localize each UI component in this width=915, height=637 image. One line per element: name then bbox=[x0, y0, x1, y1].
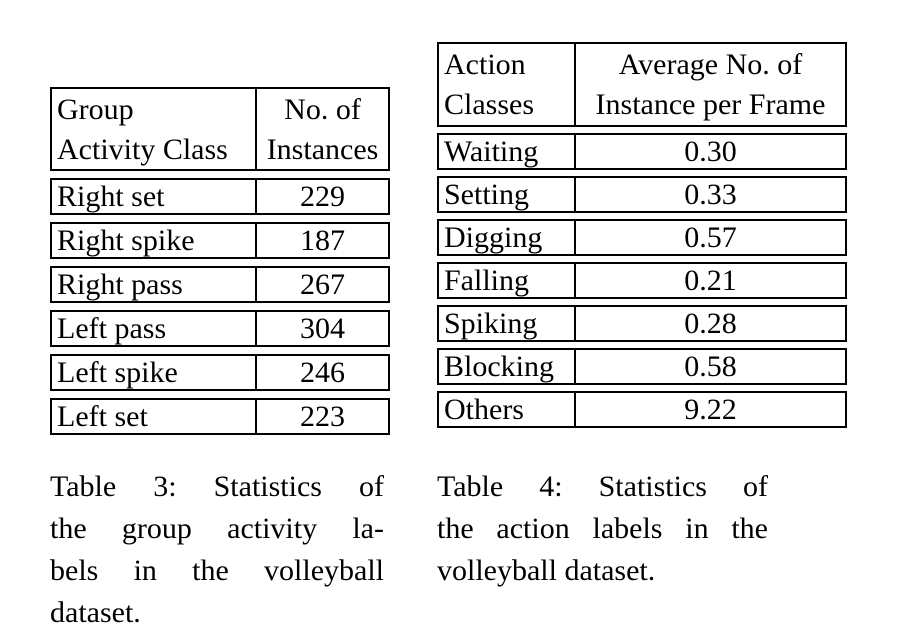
row-value: 304 bbox=[255, 312, 388, 345]
table-row: Right spike 187 bbox=[50, 222, 390, 259]
header-cell-no-of-instances: No. of Instances bbox=[255, 89, 388, 169]
row-label: Right spike bbox=[57, 224, 195, 257]
header-line: Activity Class bbox=[57, 133, 228, 166]
table-row: Digging 0.57 bbox=[437, 219, 847, 256]
table-row: Falling 0.21 bbox=[437, 262, 847, 299]
action-classes-table-header: Action Classes Average No. of Instance p… bbox=[437, 42, 847, 127]
header-cell-average-instance: Average No. of Instance per Frame bbox=[574, 44, 845, 125]
row-value: 229 bbox=[255, 180, 388, 213]
header-cell-group-activity-class: Group Activity Class bbox=[52, 89, 255, 169]
header-line: Action bbox=[444, 48, 526, 81]
row-label: Digging bbox=[444, 221, 543, 254]
table-row: Right set 229 bbox=[50, 178, 390, 215]
table-row: Right pass 267 bbox=[50, 266, 390, 303]
table-row: Spiking 0.28 bbox=[437, 305, 847, 342]
row-value: 0.33 bbox=[574, 178, 845, 211]
caption-line: Table 4: Statistics of bbox=[437, 470, 768, 503]
row-value: 267 bbox=[255, 268, 388, 301]
group-activity-table: Group Activity Class No. of Instances Ri… bbox=[50, 87, 390, 435]
row-value: 0.57 bbox=[574, 221, 845, 254]
caption-line: bels in the volleyball bbox=[50, 554, 384, 587]
row-label: Others bbox=[444, 393, 524, 426]
row-value: 223 bbox=[255, 400, 388, 433]
table-row: Left set 223 bbox=[50, 398, 390, 435]
caption-line: dataset. bbox=[50, 596, 141, 629]
row-value: 0.30 bbox=[574, 135, 845, 168]
table-row: Others 9.22 bbox=[437, 391, 847, 428]
header-line: Instance per Frame bbox=[595, 88, 826, 121]
header-cell-action-classes: Action Classes bbox=[439, 44, 574, 125]
row-value: 246 bbox=[255, 356, 388, 389]
table3-caption: Table 3: Statistics of the group activit… bbox=[50, 466, 384, 634]
row-label: Right set bbox=[57, 180, 165, 213]
header-line: Average No. of bbox=[618, 48, 803, 81]
row-value: 0.21 bbox=[574, 264, 845, 297]
caption-line: the group activity la- bbox=[50, 512, 384, 545]
row-label: Left set bbox=[57, 400, 148, 433]
caption-line: volleyball dataset. bbox=[437, 554, 656, 587]
header-line: Instances bbox=[266, 133, 379, 166]
table-row: Left pass 304 bbox=[50, 310, 390, 347]
row-label: Setting bbox=[444, 178, 530, 211]
header-line: No. of bbox=[284, 93, 361, 126]
row-label: Right pass bbox=[57, 268, 183, 301]
table-row: Left spike 246 bbox=[50, 354, 390, 391]
table4-caption: Table 4: Statistics of the action labels… bbox=[437, 466, 768, 592]
table-row: Blocking 0.58 bbox=[437, 348, 847, 385]
row-label: Spiking bbox=[444, 307, 538, 340]
header-line: Group bbox=[57, 93, 134, 126]
row-label: Blocking bbox=[444, 350, 554, 383]
action-classes-table: Action Classes Average No. of Instance p… bbox=[437, 42, 847, 428]
group-activity-table-header: Group Activity Class No. of Instances bbox=[50, 87, 390, 171]
row-label: Left pass bbox=[57, 312, 167, 345]
table-row: Setting 0.33 bbox=[437, 176, 847, 213]
row-label: Falling bbox=[444, 264, 530, 297]
row-label: Left spike bbox=[57, 356, 178, 389]
row-value: 9.22 bbox=[574, 393, 845, 426]
row-value: 187 bbox=[255, 224, 388, 257]
header-line: Classes bbox=[444, 88, 534, 121]
row-value: 0.28 bbox=[574, 307, 845, 340]
row-label: Waiting bbox=[444, 135, 539, 168]
caption-line: Table 3: Statistics of bbox=[50, 470, 384, 503]
caption-line: the action labels in the bbox=[437, 512, 768, 545]
row-value: 0.58 bbox=[574, 350, 845, 383]
table-row: Waiting 0.30 bbox=[437, 133, 847, 170]
